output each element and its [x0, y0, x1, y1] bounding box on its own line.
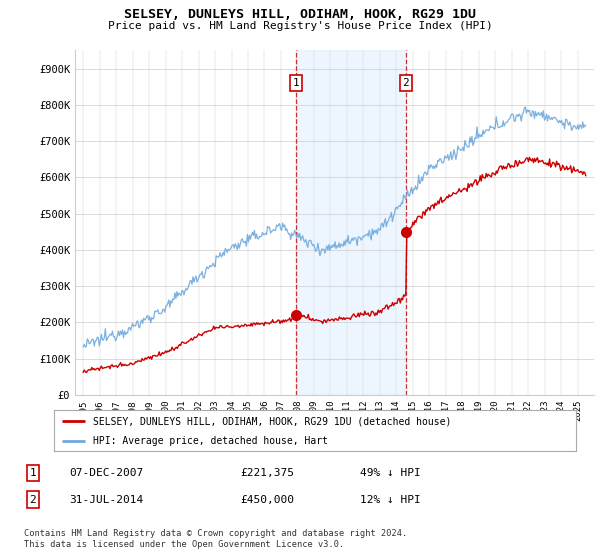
Text: 31-JUL-2014: 31-JUL-2014 — [69, 494, 143, 505]
Text: £450,000: £450,000 — [240, 494, 294, 505]
Text: 12% ↓ HPI: 12% ↓ HPI — [360, 494, 421, 505]
Text: 1: 1 — [293, 78, 299, 88]
Text: SELSEY, DUNLEYS HILL, ODIHAM, HOOK, RG29 1DU: SELSEY, DUNLEYS HILL, ODIHAM, HOOK, RG29… — [124, 8, 476, 21]
Text: £221,375: £221,375 — [240, 468, 294, 478]
Text: 07-DEC-2007: 07-DEC-2007 — [69, 468, 143, 478]
Text: Price paid vs. HM Land Registry's House Price Index (HPI): Price paid vs. HM Land Registry's House … — [107, 21, 493, 31]
Bar — [296, 50, 406, 395]
Text: 1: 1 — [29, 468, 37, 478]
Text: SELSEY, DUNLEYS HILL, ODIHAM, HOOK, RG29 1DU (detached house): SELSEY, DUNLEYS HILL, ODIHAM, HOOK, RG29… — [93, 417, 452, 426]
Text: HPI: Average price, detached house, Hart: HPI: Average price, detached house, Hart — [93, 436, 328, 446]
Text: 2: 2 — [29, 494, 37, 505]
Text: 2: 2 — [403, 78, 409, 88]
Text: Contains HM Land Registry data © Crown copyright and database right 2024.
This d: Contains HM Land Registry data © Crown c… — [24, 529, 407, 549]
Text: 49% ↓ HPI: 49% ↓ HPI — [360, 468, 421, 478]
